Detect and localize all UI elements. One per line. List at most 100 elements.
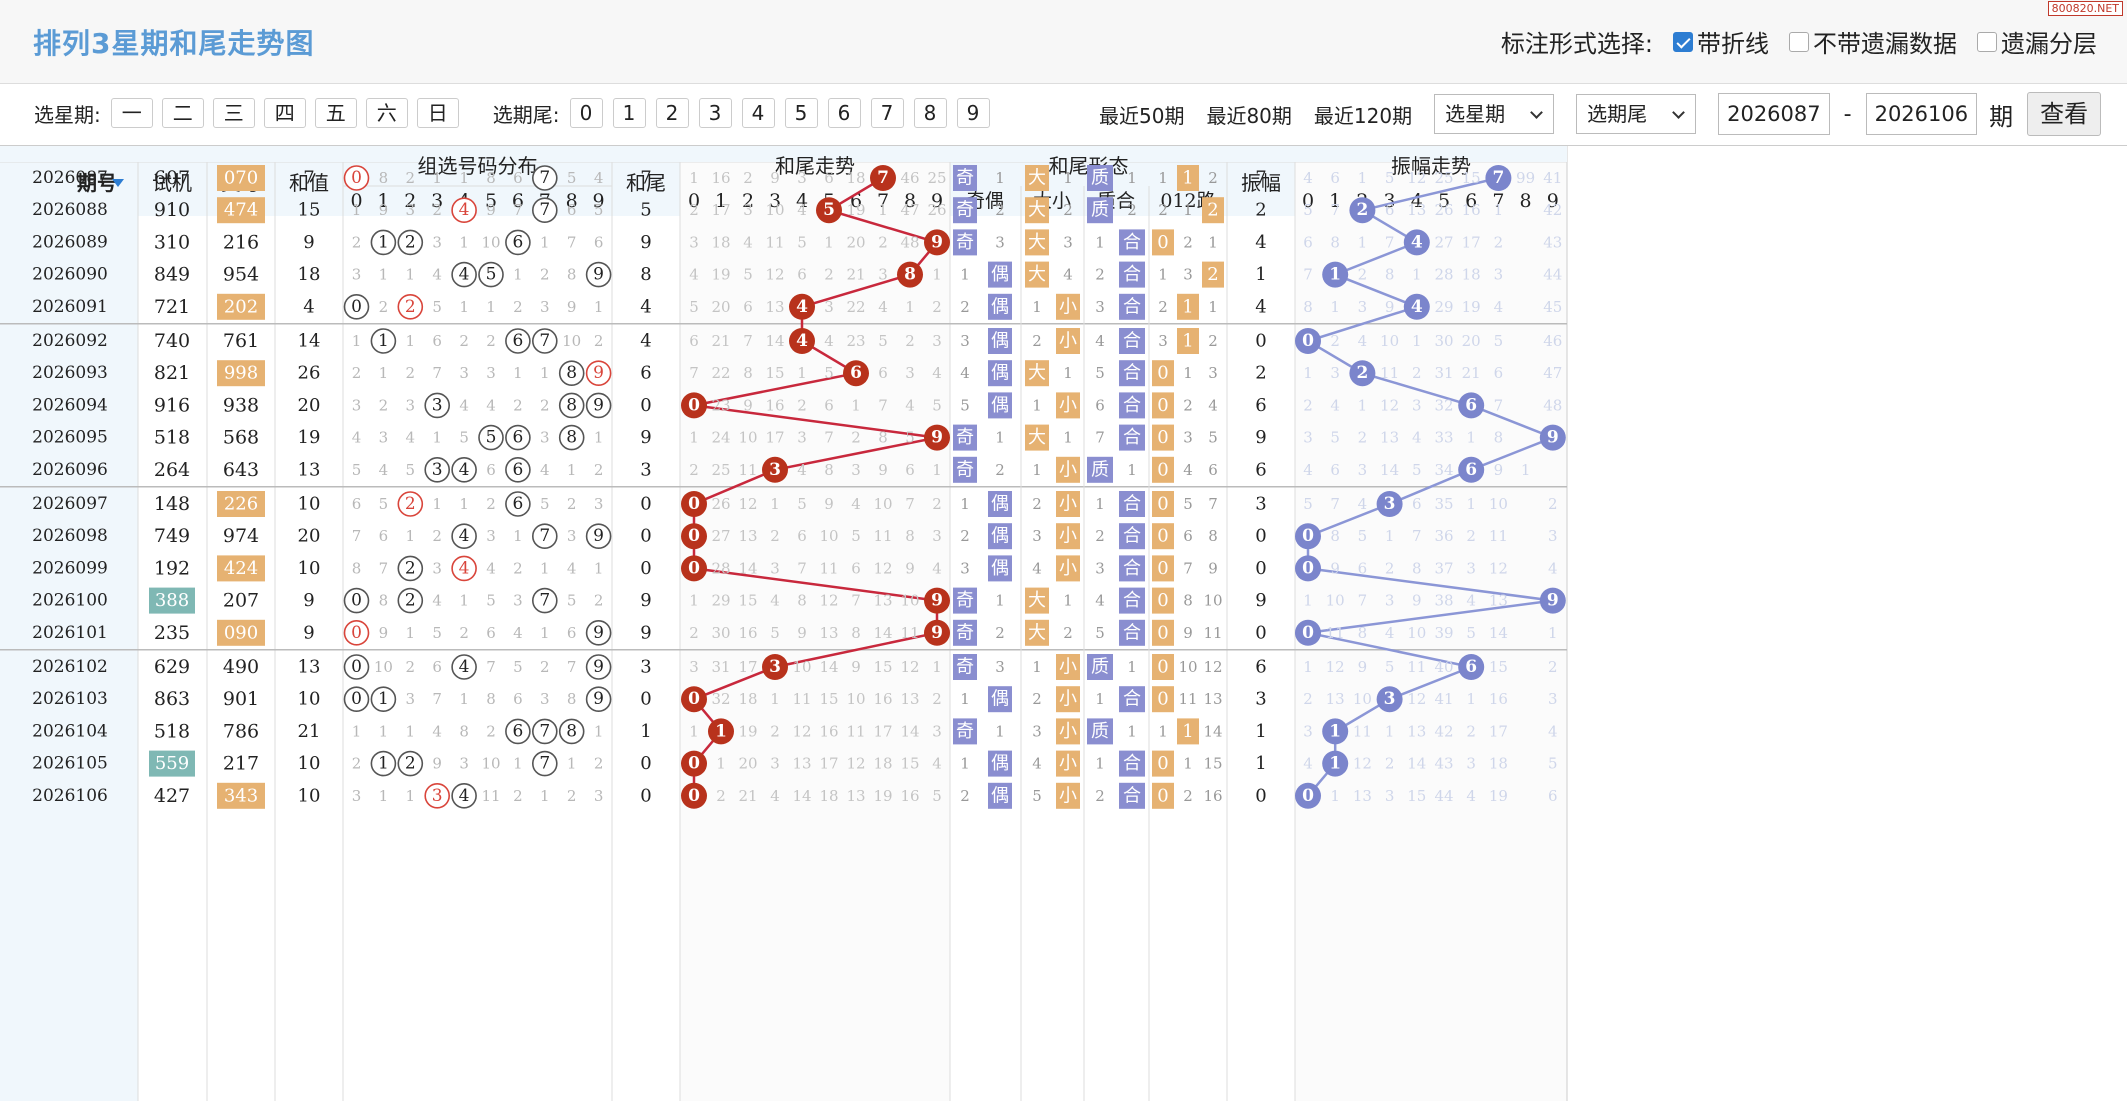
amp-miss: 3 <box>1548 527 1558 545</box>
tail-button[interactable]: 7 <box>870 98 904 128</box>
weekday-button[interactable]: 日 <box>416 98 459 128</box>
recent-120-link[interactable]: 最近120期 <box>1313 103 1413 128</box>
tail-ball: 9 <box>931 591 943 611</box>
amp-miss: 7 <box>1358 592 1368 610</box>
group-hit: 8 <box>566 721 577 741</box>
period-value: 2026104 <box>32 721 108 741</box>
route-miss: 4 <box>1183 461 1193 479</box>
group-miss: 3 <box>594 495 604 513</box>
to-period-input[interactable]: 2026106 <box>1865 93 1978 135</box>
sort-down-icon[interactable] <box>112 179 124 187</box>
tail-button[interactable]: 1 <box>612 98 646 128</box>
amp-miss: 10 <box>1353 690 1372 708</box>
tail-miss: 6 <box>797 527 807 545</box>
amp-miss: 7 <box>1303 266 1313 284</box>
group-miss: 1 <box>459 495 469 513</box>
size-badge: 大 <box>1028 200 1046 221</box>
tail-miss: 18 <box>738 690 757 708</box>
group-ring-bg <box>505 229 531 256</box>
opt-layer[interactable]: 遗漏分层 <box>1977 24 2097 59</box>
tail-button[interactable]: 8 <box>913 98 947 128</box>
tail-ball-bg <box>816 197 842 224</box>
group-hit: 6 <box>512 331 523 351</box>
prize-value: 216 <box>223 231 259 253</box>
odd-even-miss: 1 <box>995 169 1005 187</box>
amp-miss: 44 <box>1434 787 1453 805</box>
amp-value: 1 <box>1255 753 1266 774</box>
route-badge-bg <box>1152 587 1174 614</box>
group-miss: 2 <box>540 658 550 676</box>
query-button[interactable]: 查看 <box>2027 92 2102 136</box>
route-badge-bg <box>1152 619 1174 646</box>
route-miss: 1 <box>1158 722 1168 740</box>
group-ring-bg <box>397 587 424 614</box>
odd-even-badge: 奇 <box>956 590 974 611</box>
digit-header: 6 <box>1465 190 1477 212</box>
odd-even-badge: 偶 <box>991 494 1009 515</box>
tail-button[interactable]: 2 <box>655 98 689 128</box>
tail-miss: 17 <box>711 201 730 219</box>
size-badge-bg <box>1025 165 1049 191</box>
group-miss: 2 <box>567 495 577 513</box>
group-miss: 3 <box>486 364 496 382</box>
weekday-button[interactable]: 六 <box>365 98 408 128</box>
odd-even-badge: 奇 <box>956 427 974 448</box>
amp-miss: 13 <box>1380 429 1399 447</box>
group-hit: 7 <box>539 591 550 611</box>
group-hit: 0 <box>351 297 362 317</box>
weekday-button[interactable]: 二 <box>161 98 204 128</box>
tail-button[interactable]: 9 <box>956 98 990 128</box>
tail-miss: 11 <box>738 461 757 479</box>
odd-even-miss: 1 <box>960 495 970 513</box>
weekday-button[interactable]: 四 <box>263 98 306 128</box>
select-week-dropdown[interactable]: 选星期 <box>1434 94 1555 134</box>
recent-50-link[interactable]: 最近50期 <box>1099 103 1185 128</box>
prime-miss: 5 <box>1095 624 1105 642</box>
odd-even-badge-bg <box>953 229 977 256</box>
checkbox-checked-icon[interactable] <box>1673 31 1693 52</box>
amp-miss: 9 <box>1494 461 1504 479</box>
prize-value-bg <box>217 165 265 191</box>
weekday-button[interactable]: 一 <box>110 98 153 128</box>
prime-badge-bg <box>1119 555 1145 582</box>
select-tail-dropdown[interactable]: 选期尾 <box>1576 94 1697 134</box>
amp-miss: 13 <box>1407 722 1426 740</box>
route-miss: 14 <box>1203 722 1222 740</box>
amp-miss: 4 <box>1330 396 1340 414</box>
sum-value: 9 <box>303 232 314 253</box>
opt-nomiss[interactable]: 不带遗漏数据 <box>1789 24 1957 59</box>
amp-miss: 11 <box>1326 624 1345 642</box>
group-miss: 6 <box>432 332 442 350</box>
weekday-button[interactable]: 三 <box>212 98 255 128</box>
tail-ball-bg <box>681 555 707 582</box>
odd-even-miss: 3 <box>960 332 970 350</box>
recent-80-link[interactable]: 最近80期 <box>1206 103 1292 128</box>
test-value: 849 <box>154 264 190 286</box>
tail-button[interactable]: 0 <box>569 98 603 128</box>
tail-miss: 24 <box>711 429 730 447</box>
amp-miss: 14 <box>1489 624 1508 642</box>
route-miss: 5 <box>1183 495 1193 513</box>
tail-button[interactable]: 4 <box>741 98 775 128</box>
tail-button[interactable]: 3 <box>698 98 732 128</box>
weekday-button[interactable]: 五 <box>314 98 357 128</box>
tail-button[interactable]: 6 <box>827 98 861 128</box>
tail-ball-bg <box>924 587 950 614</box>
tail-miss: 15 <box>900 755 919 773</box>
route-miss: 10 <box>1203 592 1222 610</box>
tail-miss: 27 <box>711 527 730 545</box>
opt-line[interactable]: 带折线 <box>1673 24 1769 59</box>
amp-value: 1 <box>1255 264 1266 285</box>
prime-miss: 3 <box>1095 559 1105 577</box>
amp-miss: 12 <box>1326 658 1345 676</box>
size-badge: 小 <box>1059 689 1077 710</box>
tail-button[interactable]: 5 <box>784 98 818 128</box>
route-miss: 1 <box>1183 755 1193 773</box>
checkbox-icon[interactable] <box>1977 31 1997 52</box>
route-miss: 1 <box>1158 266 1168 284</box>
route-badge-bg <box>1152 555 1174 582</box>
prize-value: 643 <box>223 459 259 481</box>
checkbox-icon[interactable] <box>1789 31 1809 52</box>
from-period-input[interactable]: 2026087 <box>1718 93 1830 135</box>
